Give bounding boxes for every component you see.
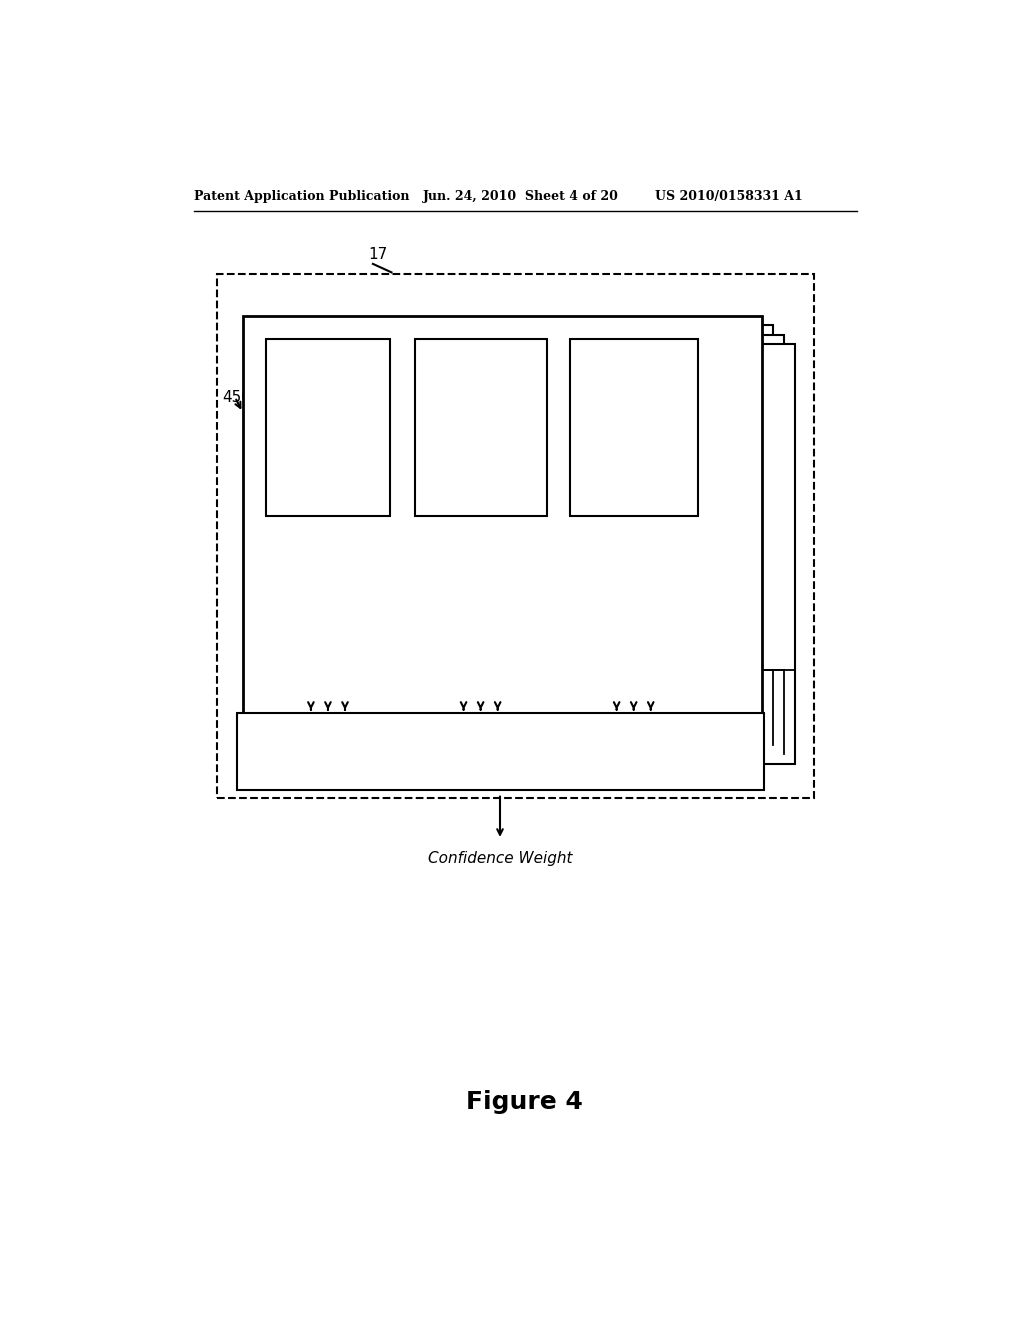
- Text: Signal
Component
Data Store: Signal Component Data Store: [440, 387, 521, 438]
- Text: Figure 4: Figure 4: [466, 1089, 584, 1114]
- Text: Jun. 24, 2010  Sheet 4 of 20: Jun. 24, 2010 Sheet 4 of 20: [423, 190, 618, 203]
- Text: Raw
Distance
Data Store: Raw Distance Data Store: [291, 383, 366, 434]
- Bar: [237, 713, 764, 789]
- Bar: [243, 317, 762, 737]
- Text: Position
Data Store: Position Data Store: [596, 392, 671, 425]
- Bar: [266, 339, 390, 516]
- Text: 452: 452: [314, 480, 341, 494]
- Text: 460: 460: [486, 760, 513, 774]
- Bar: [217, 275, 814, 797]
- Bar: [264, 335, 783, 755]
- Text: Confidence Weight: Confidence Weight: [428, 851, 572, 866]
- Text: US 2010/0158331 A1: US 2010/0158331 A1: [655, 190, 803, 203]
- Bar: [254, 326, 773, 744]
- Bar: [415, 339, 547, 516]
- Text: Patent Application Publication: Patent Application Publication: [194, 190, 410, 203]
- Bar: [275, 345, 795, 763]
- Text: 456: 456: [621, 480, 647, 494]
- Text: 17: 17: [369, 247, 387, 263]
- Bar: [569, 339, 697, 516]
- Text: Confidence Weight Determination Logic: Confidence Weight Determination Logic: [348, 734, 652, 750]
- Text: 454: 454: [468, 480, 494, 494]
- Text: 450: 450: [222, 389, 252, 405]
- Text: Historical Data Store: Historical Data Store: [403, 533, 555, 549]
